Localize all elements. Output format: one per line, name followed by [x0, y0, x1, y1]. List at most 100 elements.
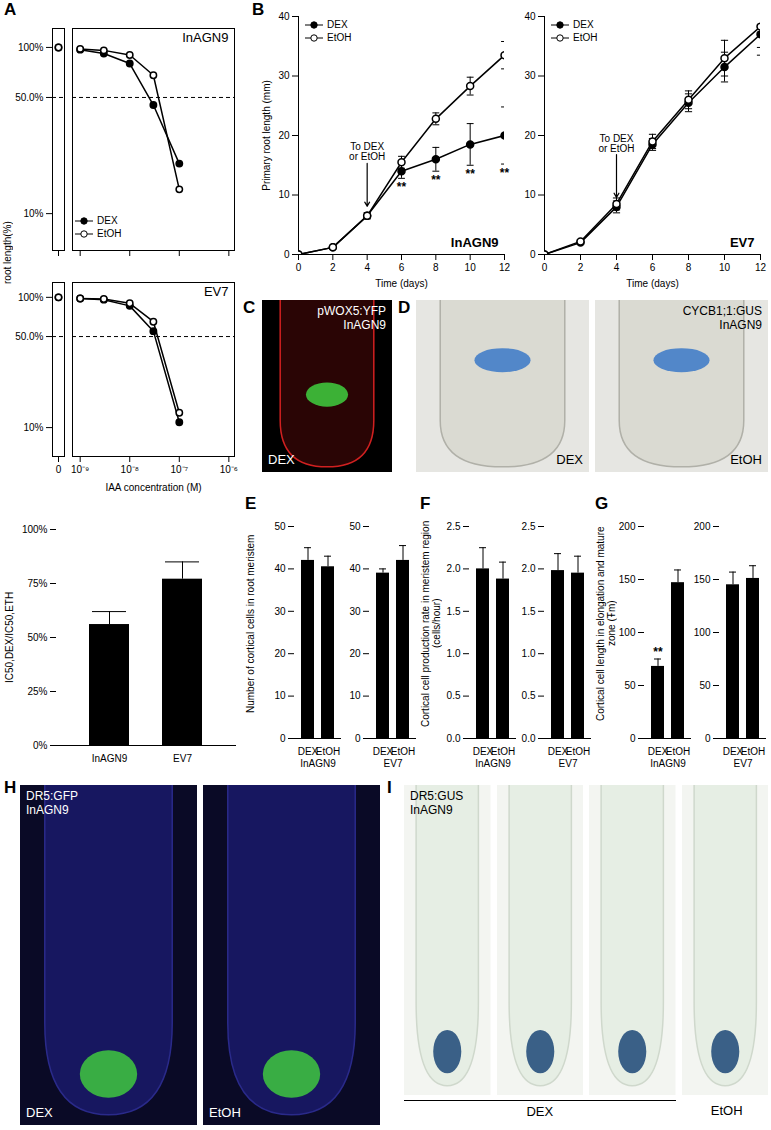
svg-text:10⁻⁹: 10⁻⁹	[71, 464, 89, 475]
svg-text:100%: 100%	[22, 524, 48, 535]
svg-text:EV7: EV7	[734, 758, 753, 769]
svg-text:0: 0	[630, 733, 636, 744]
svg-text:To DEXor EtOH: To DEXor EtOH	[598, 133, 634, 154]
svg-text:2: 2	[578, 262, 584, 273]
svg-text:12: 12	[755, 262, 767, 273]
svg-text:1.5: 1.5	[447, 606, 461, 617]
svg-text:0: 0	[705, 733, 711, 744]
svg-text:50: 50	[624, 680, 636, 691]
svg-text:0.0: 0.0	[522, 733, 536, 744]
svg-text:**: **	[500, 166, 510, 180]
svg-text:10%: 10%	[23, 422, 43, 433]
svg-text:12: 12	[499, 262, 511, 273]
svg-text:30: 30	[278, 70, 290, 81]
svg-text:2.5: 2.5	[522, 521, 536, 532]
svg-text:EV7: EV7	[173, 753, 192, 764]
svg-text:EV7: EV7	[559, 758, 578, 769]
svg-text:EtOH: EtOH	[666, 746, 690, 757]
svg-text:0: 0	[280, 733, 286, 744]
svg-text:10: 10	[349, 690, 361, 701]
svg-text:10⁻⁷: 10⁻⁷	[170, 464, 188, 475]
svg-text:20: 20	[278, 130, 290, 141]
svg-text:InAGN9: InAGN9	[182, 30, 228, 45]
svg-text:EV7: EV7	[730, 235, 755, 250]
svg-text:1.0: 1.0	[447, 648, 461, 659]
svg-text:6: 6	[399, 262, 405, 273]
svg-text:1.5: 1.5	[522, 606, 536, 617]
svg-text:8: 8	[686, 262, 692, 273]
svg-text:0: 0	[284, 249, 290, 260]
svg-text:InAGN9: InAGN9	[300, 758, 336, 769]
svg-text:**: **	[397, 180, 407, 194]
svg-text:0.5: 0.5	[447, 690, 461, 701]
svg-text:8: 8	[433, 262, 439, 273]
svg-text:6: 6	[650, 262, 656, 273]
svg-text:Time (days): Time (days)	[375, 278, 427, 289]
svg-text:InAGN9: InAGN9	[475, 758, 511, 769]
svg-text:150: 150	[619, 574, 636, 585]
svg-text:**: **	[653, 645, 663, 659]
svg-text:0: 0	[530, 249, 536, 260]
svg-text:20: 20	[524, 130, 536, 141]
svg-text:40: 40	[349, 563, 361, 574]
svg-text:**: **	[431, 173, 441, 187]
svg-text:4: 4	[364, 262, 370, 273]
svg-text:50: 50	[699, 680, 711, 691]
svg-text:10⁻⁸: 10⁻⁸	[121, 464, 139, 475]
svg-text:InAGN9: InAGN9	[650, 758, 686, 769]
svg-text:2.0: 2.0	[522, 563, 536, 574]
svg-text:40: 40	[524, 11, 536, 22]
svg-text:20: 20	[349, 648, 361, 659]
svg-text:10: 10	[719, 262, 731, 273]
svg-text:Primary root length (mm): Primary root length (mm)	[261, 80, 272, 191]
svg-text:100: 100	[694, 627, 711, 638]
svg-text:InAGN9: InAGN9	[451, 235, 499, 250]
svg-text:2: 2	[330, 262, 336, 273]
svg-text:1.0: 1.0	[522, 648, 536, 659]
svg-text:**: **	[465, 167, 475, 181]
svg-text:50.0%: 50.0%	[15, 331, 43, 342]
svg-text:0: 0	[296, 262, 302, 273]
svg-text:75%: 75%	[27, 578, 47, 589]
svg-text:10: 10	[524, 189, 536, 200]
svg-text:To DEXor EtOH: To DEXor EtOH	[349, 141, 385, 162]
svg-text:10: 10	[274, 690, 286, 701]
svg-text:30: 30	[274, 606, 286, 617]
svg-text:EtOH: EtOH	[316, 746, 340, 757]
svg-text:2.5: 2.5	[447, 521, 461, 532]
svg-text:InAGN9: InAGN9	[92, 753, 128, 764]
svg-text:2.0: 2.0	[447, 563, 461, 574]
svg-text:0.0: 0.0	[447, 733, 461, 744]
svg-text:10⁻⁶: 10⁻⁶	[220, 464, 238, 475]
svg-text:100%: 100%	[18, 292, 44, 303]
svg-text:100%: 100%	[18, 42, 44, 53]
svg-text:0%: 0%	[33, 740, 48, 751]
svg-text:25%: 25%	[27, 686, 47, 697]
svg-text:30: 30	[349, 606, 361, 617]
svg-text:EV7: EV7	[204, 284, 229, 299]
svg-text:40: 40	[274, 563, 286, 574]
svg-text:50: 50	[274, 521, 286, 532]
svg-text:EtOH: EtOH	[391, 746, 415, 757]
svg-text:10: 10	[465, 262, 477, 273]
svg-text:150: 150	[694, 574, 711, 585]
svg-text:50.0%: 50.0%	[15, 92, 43, 103]
svg-text:40: 40	[278, 11, 290, 22]
svg-text:200: 200	[619, 521, 636, 532]
svg-text:10: 10	[278, 189, 290, 200]
svg-text:0: 0	[542, 262, 548, 273]
svg-text:50: 50	[349, 521, 361, 532]
svg-text:10%: 10%	[23, 208, 43, 219]
svg-text:EtOH: EtOH	[491, 746, 515, 757]
svg-text:20: 20	[274, 648, 286, 659]
svg-text:EtOH: EtOH	[566, 746, 590, 757]
svg-text:0: 0	[56, 464, 62, 475]
svg-text:0.5: 0.5	[522, 690, 536, 701]
svg-text:100: 100	[619, 627, 636, 638]
svg-text:0: 0	[355, 733, 361, 744]
svg-text:Time (days): Time (days)	[626, 278, 678, 289]
svg-text:50%: 50%	[27, 632, 47, 643]
svg-text:200: 200	[694, 521, 711, 532]
svg-text:EtOH: EtOH	[741, 746, 765, 757]
svg-text:30: 30	[524, 70, 536, 81]
